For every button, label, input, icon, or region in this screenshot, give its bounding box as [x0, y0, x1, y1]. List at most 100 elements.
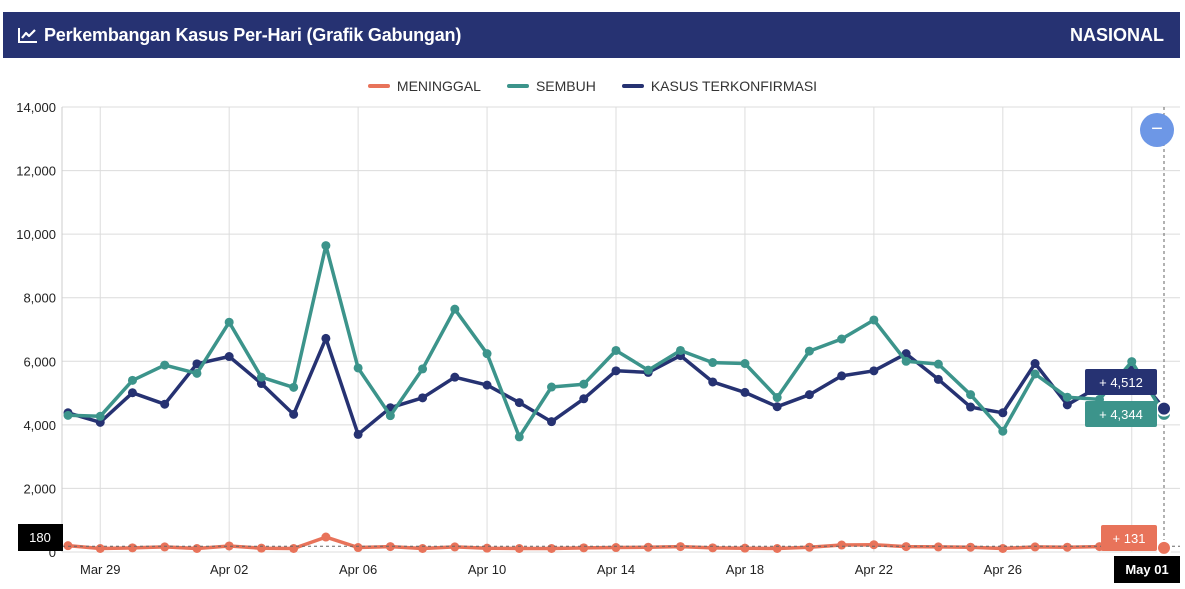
data-point[interactable]	[901, 356, 911, 366]
data-point[interactable]	[192, 368, 202, 378]
data-point[interactable]	[514, 398, 524, 408]
data-point[interactable]	[998, 544, 1008, 554]
data-point[interactable]	[289, 409, 299, 419]
data-point[interactable]	[418, 364, 428, 374]
data-point[interactable]	[772, 544, 782, 554]
data-point[interactable]	[1062, 400, 1072, 410]
data-point[interactable]	[160, 360, 170, 370]
data-point[interactable]	[160, 542, 170, 552]
data-point[interactable]	[772, 393, 782, 403]
legend-item-meninggal[interactable]: MENINGGAL	[367, 78, 481, 94]
data-point[interactable]	[450, 542, 460, 552]
data-point[interactable]	[321, 333, 331, 343]
data-point[interactable]	[224, 317, 234, 327]
data-point[interactable]	[95, 544, 105, 554]
data-point[interactable]	[514, 544, 524, 554]
data-point[interactable]	[933, 542, 943, 552]
legend-item-kasus-terkonfirmasi[interactable]: KASUS TERKONFIRMASI	[621, 78, 817, 94]
data-point[interactable]	[192, 359, 202, 369]
legend-label-sembuh: SEMBUH	[535, 78, 596, 94]
data-point[interactable]	[450, 372, 460, 382]
data-point[interactable]	[611, 543, 621, 553]
data-point[interactable]	[482, 380, 492, 390]
data-point[interactable]	[740, 359, 750, 369]
data-point[interactable]	[256, 379, 266, 389]
data-point[interactable]	[127, 388, 137, 398]
data-point[interactable]	[321, 241, 331, 251]
active-point[interactable]	[1156, 400, 1172, 417]
data-point[interactable]	[418, 393, 428, 403]
data-point[interactable]	[869, 540, 879, 550]
y-tick-label: 12,000	[16, 164, 56, 179]
data-point[interactable]	[837, 334, 847, 344]
data-point[interactable]	[772, 402, 782, 412]
data-point[interactable]	[547, 544, 557, 554]
data-point[interactable]	[1062, 392, 1072, 402]
data-point[interactable]	[63, 541, 73, 551]
data-point[interactable]	[450, 304, 460, 314]
data-point[interactable]	[966, 542, 976, 552]
data-point[interactable]	[418, 544, 428, 554]
data-point[interactable]	[675, 345, 685, 355]
legend-item-sembuh[interactable]: SEMBUH	[506, 78, 596, 94]
data-point[interactable]	[1030, 542, 1040, 552]
data-point[interactable]	[385, 411, 395, 421]
data-point[interactable]	[998, 408, 1008, 418]
data-point[interactable]	[353, 363, 363, 373]
data-point[interactable]	[966, 390, 976, 400]
data-point[interactable]	[804, 542, 814, 552]
data-point[interactable]	[127, 375, 137, 385]
data-point[interactable]	[482, 349, 492, 359]
zoom-out-button[interactable]: −	[1140, 113, 1174, 147]
data-point[interactable]	[579, 379, 589, 389]
data-point[interactable]	[643, 542, 653, 552]
data-point[interactable]	[224, 352, 234, 362]
data-point[interactable]	[514, 432, 524, 442]
data-point[interactable]	[998, 426, 1008, 436]
crosshair-x-label: May 01	[1125, 562, 1168, 577]
data-point[interactable]	[160, 399, 170, 409]
data-point[interactable]	[740, 387, 750, 397]
data-point[interactable]	[708, 377, 718, 387]
data-point[interactable]	[804, 346, 814, 356]
data-point[interactable]	[547, 417, 557, 427]
data-point[interactable]	[933, 359, 943, 369]
data-point[interactable]	[579, 394, 589, 404]
data-point[interactable]	[289, 382, 299, 392]
y-tick-label: 6,000	[23, 354, 56, 369]
data-point[interactable]	[1030, 369, 1040, 379]
data-point[interactable]	[901, 542, 911, 552]
active-point[interactable]	[1156, 539, 1172, 556]
data-point[interactable]	[353, 543, 363, 553]
data-point[interactable]	[353, 429, 363, 439]
data-point[interactable]	[256, 543, 266, 553]
data-point[interactable]	[933, 374, 943, 384]
data-point[interactable]	[740, 543, 750, 553]
data-point[interactable]	[127, 543, 137, 553]
data-point[interactable]	[547, 382, 557, 392]
data-point[interactable]	[1030, 359, 1040, 369]
data-point[interactable]	[837, 540, 847, 550]
data-point[interactable]	[708, 358, 718, 368]
data-point[interactable]	[643, 365, 653, 375]
data-point[interactable]	[482, 543, 492, 553]
data-point[interactable]	[708, 543, 718, 553]
data-point[interactable]	[289, 544, 299, 554]
data-point[interactable]	[1127, 357, 1137, 367]
data-point[interactable]	[837, 371, 847, 381]
data-point[interactable]	[579, 543, 589, 553]
data-point[interactable]	[63, 410, 73, 420]
data-point[interactable]	[966, 402, 976, 412]
data-point[interactable]	[1062, 542, 1072, 552]
data-point[interactable]	[321, 532, 331, 542]
data-point[interactable]	[95, 411, 105, 421]
data-point[interactable]	[869, 315, 879, 325]
data-point[interactable]	[192, 544, 202, 554]
data-point[interactable]	[869, 366, 879, 376]
data-point[interactable]	[385, 542, 395, 552]
data-point[interactable]	[611, 366, 621, 376]
data-point[interactable]	[611, 345, 621, 355]
data-point[interactable]	[804, 390, 814, 400]
data-point[interactable]	[224, 541, 234, 551]
data-point[interactable]	[256, 372, 266, 382]
